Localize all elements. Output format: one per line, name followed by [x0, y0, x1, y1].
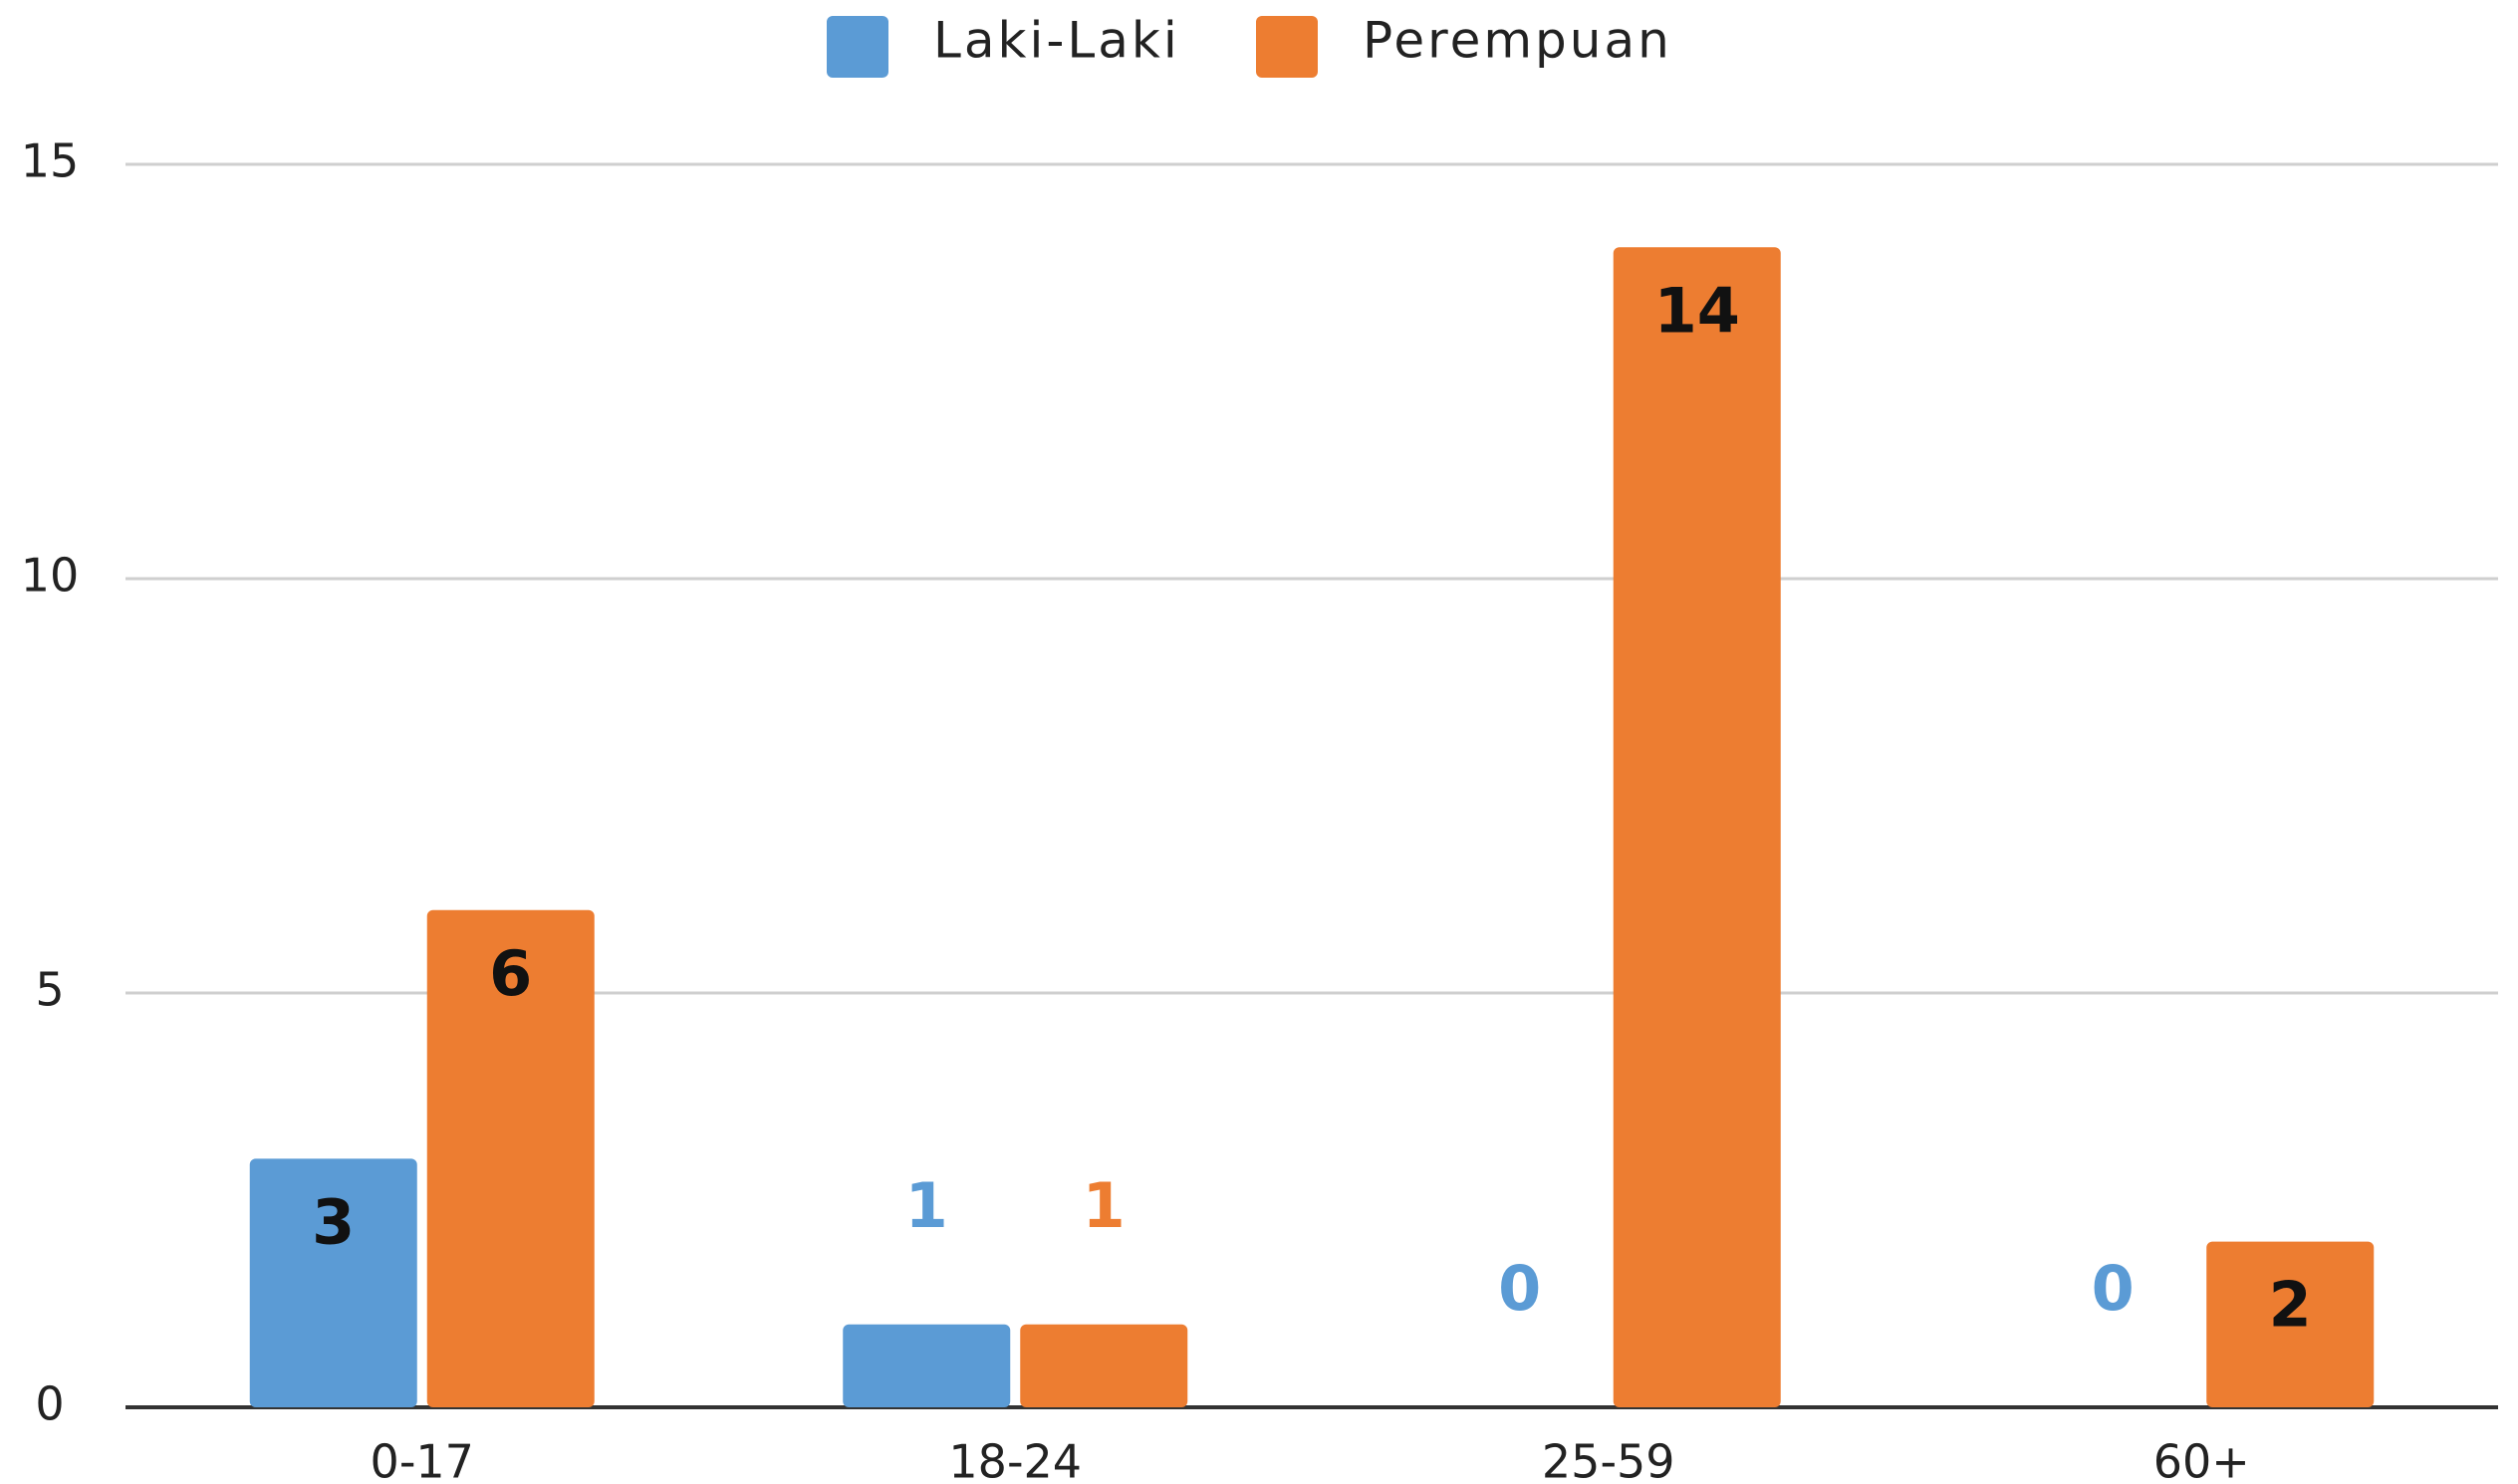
legend-swatch [827, 16, 888, 78]
bar [249, 1158, 417, 1407]
bar [1613, 247, 1781, 1408]
legend-label: Perempuan [1363, 12, 1672, 70]
bar [1020, 1324, 1188, 1407]
data-label: 0 [2092, 1252, 2135, 1325]
data-label: 2 [2269, 1269, 2312, 1342]
x-tick-label: 25-59 [1542, 1435, 1675, 1484]
legend-swatch [1256, 16, 1318, 78]
y-tick-label: 10 [21, 549, 80, 603]
data-label: 3 [312, 1185, 355, 1258]
x-tick-label: 18-24 [948, 1435, 1082, 1484]
x-tick-label: 0-17 [371, 1435, 474, 1484]
legend-label: Laki-Laki [933, 12, 1180, 70]
data-label: 1 [1083, 1169, 1126, 1242]
data-label: 0 [1498, 1252, 1541, 1325]
bar [426, 909, 595, 1407]
y-tick-label: 5 [35, 963, 64, 1017]
y-tick-label: 0 [35, 1377, 64, 1431]
data-label: 1 [905, 1169, 948, 1242]
y-tick-label: 15 [21, 134, 80, 188]
data-label: 14 [1654, 274, 1740, 347]
bar [843, 1324, 1011, 1407]
data-label: 6 [489, 937, 532, 1010]
x-tick-label: 60+ [2153, 1435, 2250, 1484]
bar [2206, 1241, 2375, 1407]
